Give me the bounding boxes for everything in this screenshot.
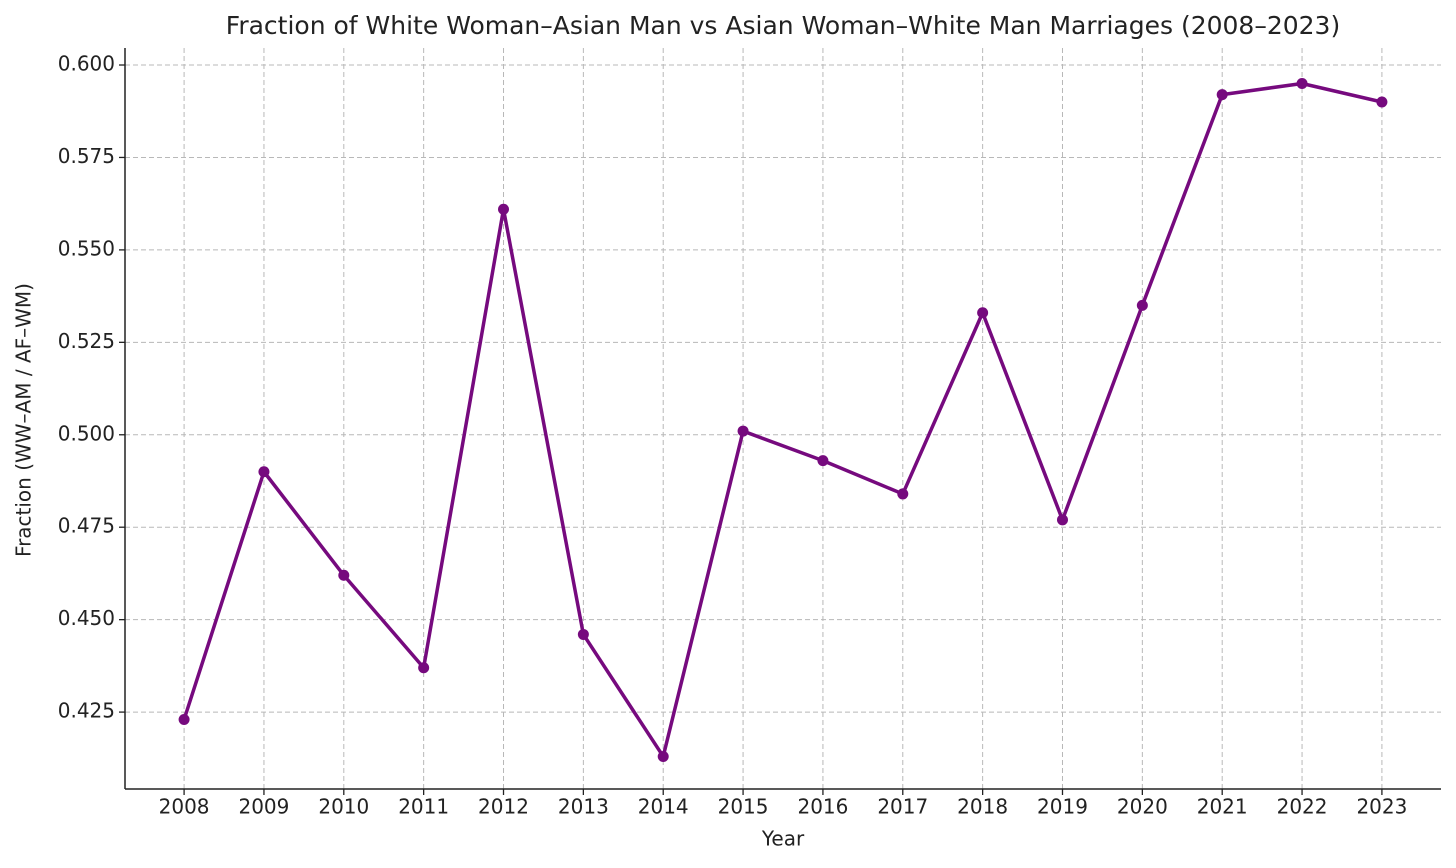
data-point — [258, 466, 270, 478]
x-tick-label: 2015 — [718, 795, 769, 819]
x-tick-label: 2016 — [797, 795, 848, 819]
x-tick-label: 2019 — [1037, 795, 1088, 819]
data-point — [657, 750, 669, 762]
x-tick-label: 2017 — [877, 795, 928, 819]
x-tick-label: 2018 — [957, 795, 1008, 819]
data-point — [418, 662, 430, 674]
x-tick-label: 2023 — [1356, 795, 1407, 819]
y-tick-label: 0.425 — [58, 699, 115, 723]
y-tick-label: 0.450 — [58, 606, 115, 630]
x-tick-label: 2021 — [1197, 795, 1248, 819]
data-point — [577, 628, 589, 640]
y-tick-label: 0.475 — [58, 514, 115, 538]
data-point — [817, 455, 829, 467]
x-tick-label: 2014 — [638, 795, 689, 819]
y-tick-label: 0.550 — [58, 236, 115, 260]
data-point — [897, 488, 909, 500]
x-tick-label: 2008 — [159, 795, 210, 819]
y-axis-label: Fraction (WW–AM / AF–WM) — [12, 283, 36, 557]
data-point — [498, 203, 510, 215]
x-tick-label: 2013 — [558, 795, 609, 819]
y-tick-label: 0.600 — [58, 52, 115, 76]
data-point — [737, 425, 749, 437]
x-axis-label: Year — [761, 827, 805, 851]
x-tick-label: 2011 — [398, 795, 449, 819]
x-tick-label: 2009 — [238, 795, 289, 819]
y-tick-label: 0.500 — [58, 421, 115, 445]
x-tick-label: 2010 — [318, 795, 369, 819]
x-tick-label: 2012 — [478, 795, 529, 819]
data-line — [182, 81, 1383, 759]
data-point — [1056, 514, 1068, 526]
data-point — [1376, 96, 1388, 108]
data-point — [1296, 77, 1308, 89]
x-tick-label: 2020 — [1117, 795, 1168, 819]
data-point — [977, 307, 989, 319]
data-point — [178, 713, 190, 725]
data-point — [1136, 299, 1148, 311]
x-tick-label: 2022 — [1277, 795, 1328, 819]
data-point — [1216, 89, 1228, 101]
data-point — [338, 569, 350, 581]
chart-title: Fraction of White Woman–Asian Man vs Asi… — [226, 11, 1340, 40]
y-tick-label: 0.575 — [58, 144, 115, 168]
y-tick-label: 0.525 — [58, 329, 115, 353]
